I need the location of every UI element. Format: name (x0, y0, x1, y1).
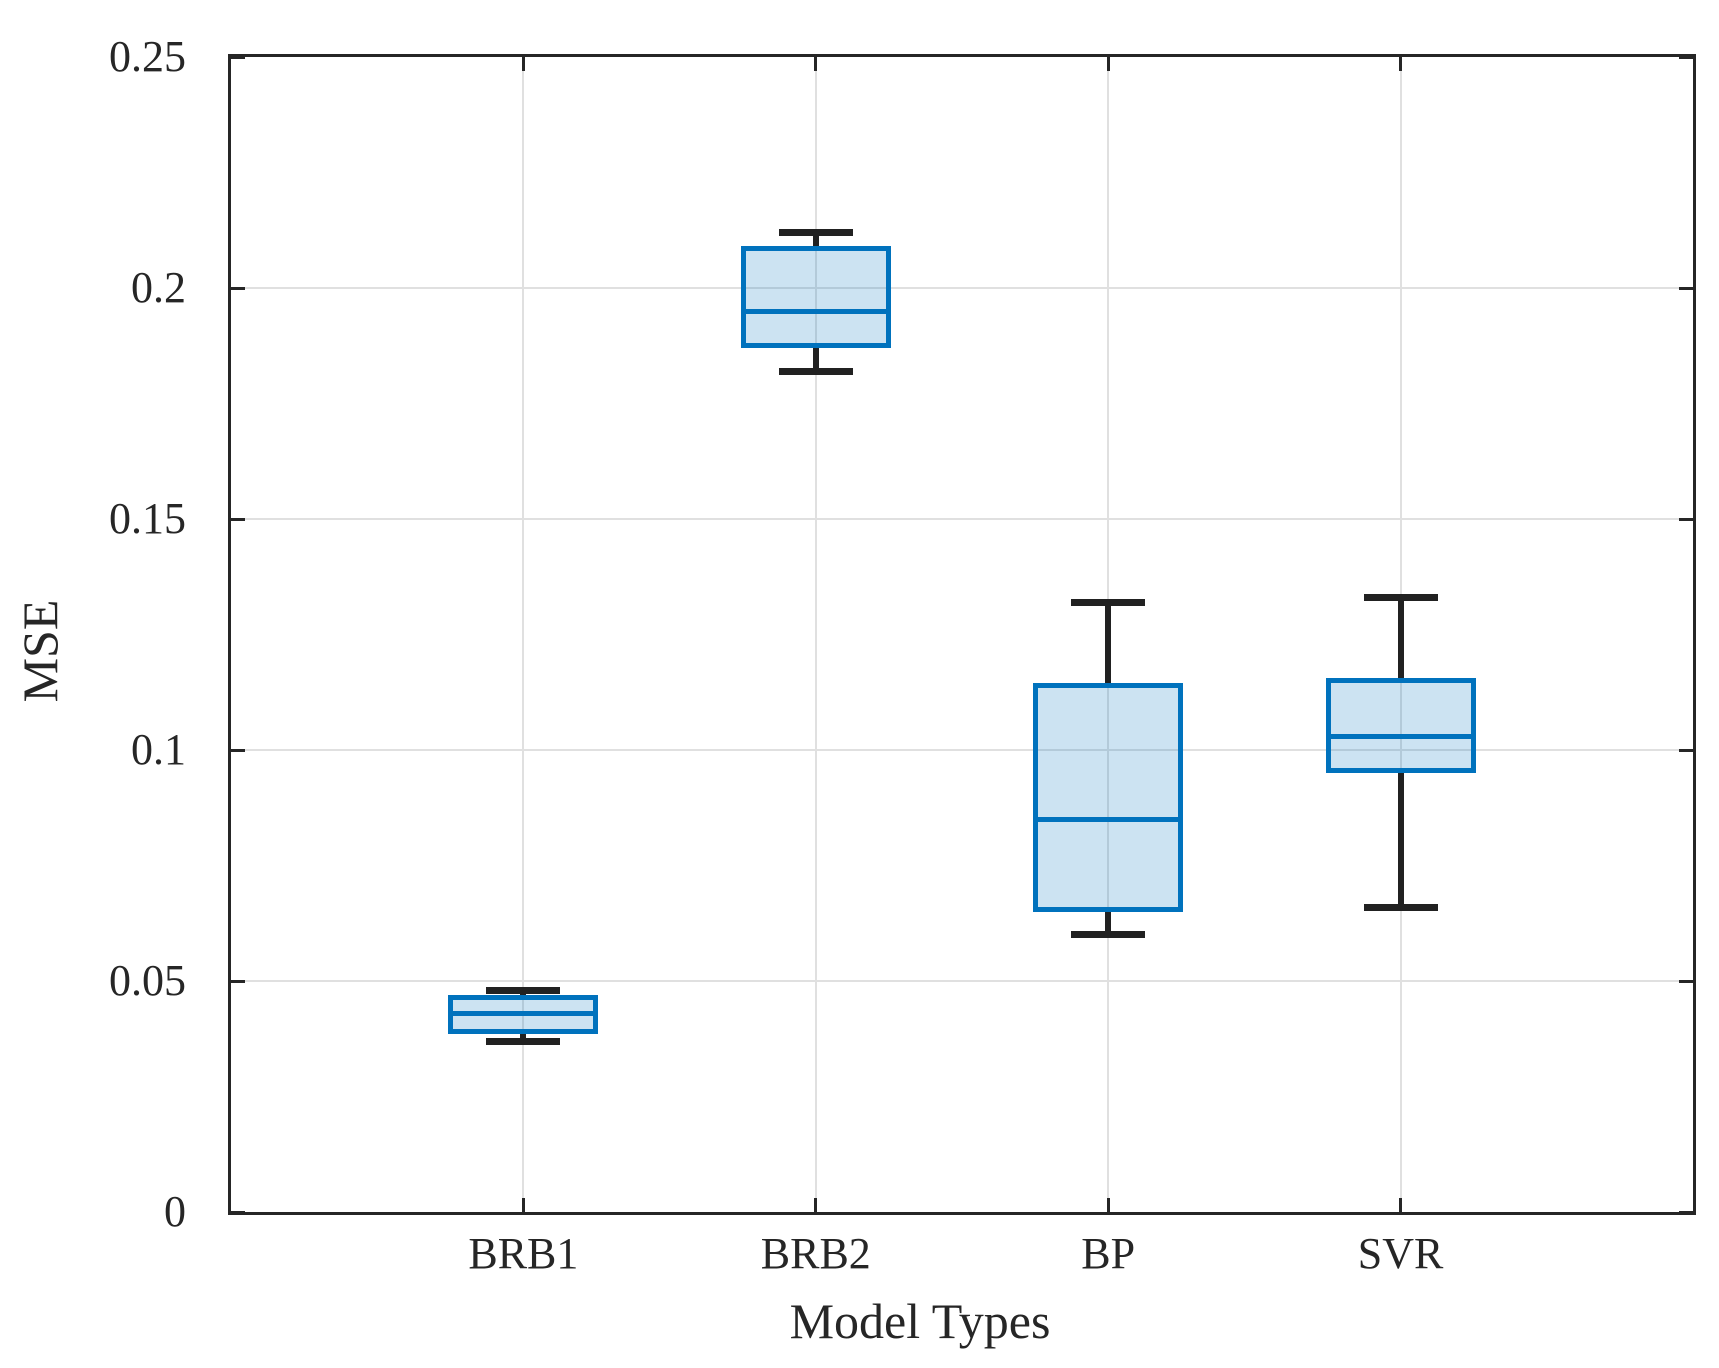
whisker-stem-lower-brb2 (812, 348, 819, 372)
y-gridline (231, 980, 1693, 982)
y-tick-label-0: 0 (164, 1187, 186, 1236)
x-tick-bottom (521, 1198, 525, 1212)
y-tick-label-0.1: 0.1 (131, 725, 186, 774)
x-tick-bottom (814, 1198, 818, 1212)
x-tick-label-svr: SVR (1357, 1229, 1444, 1278)
x-tick-top (814, 57, 818, 71)
x-gridline (522, 57, 525, 1212)
whisker-stem-upper-bp (1105, 602, 1112, 683)
iqr-box-bp (1033, 683, 1184, 912)
y-tick-right (1679, 979, 1693, 983)
y-tick-label-0.2: 0.2 (131, 263, 186, 312)
y-tick-left (231, 748, 245, 752)
y-tick-label-0.15: 0.15 (109, 494, 186, 543)
whisker-cap-bottom-bp (1071, 931, 1146, 939)
x-tick-label-brb2: BRB2 (760, 1229, 871, 1278)
y-tick-right (1679, 1210, 1693, 1214)
x-tick-top (1399, 57, 1403, 71)
y-tick-left (231, 55, 245, 59)
x-gridline (814, 57, 817, 1212)
x-tick-top (521, 57, 525, 71)
x-tick-bottom (1399, 1198, 1403, 1212)
plot-area (228, 54, 1696, 1215)
whisker-stem-lower-bp (1105, 911, 1112, 935)
median-line-brb2 (742, 308, 889, 314)
whisker-cap-top-brb2 (778, 229, 853, 237)
x-tick-label-bp: BP (1081, 1229, 1136, 1278)
y-tick-right (1679, 517, 1693, 521)
whisker-cap-top-brb1 (486, 986, 561, 994)
whisker-cap-bottom-brb2 (778, 367, 853, 375)
y-tick-left (231, 286, 245, 290)
y-tick-left (231, 979, 245, 983)
x-axis-label: Model Types (789, 1293, 1051, 1349)
whisker-cap-bottom-brb1 (486, 1037, 561, 1045)
y-tick-right (1679, 748, 1693, 752)
y-tick-right (1679, 55, 1693, 59)
y-gridline (231, 518, 1693, 520)
whisker-cap-top-svr (1363, 594, 1438, 602)
y-tick-left (231, 1210, 245, 1214)
iqr-box-svr (1325, 678, 1476, 774)
whisker-cap-top-bp (1071, 598, 1146, 606)
whisker-cap-bottom-svr (1363, 903, 1438, 911)
y-gridline (231, 749, 1693, 751)
y-tick-left (231, 517, 245, 521)
x-tick-bottom (1106, 1198, 1110, 1212)
x-tick-top (1106, 57, 1110, 71)
median-line-svr (1327, 733, 1474, 739)
x-tick-label-brb1: BRB1 (468, 1229, 579, 1278)
y-tick-label-0.25: 0.25 (109, 32, 186, 81)
whisker-stem-upper-svr (1397, 597, 1404, 679)
y-tick-right (1679, 286, 1693, 290)
y-gridline (231, 287, 1693, 289)
median-line-brb1 (450, 1010, 597, 1016)
median-line-bp (1035, 816, 1182, 822)
whisker-stem-lower-svr (1397, 773, 1404, 908)
whisker-stem-upper-brb2 (812, 232, 819, 247)
iqr-box-brb2 (740, 246, 891, 349)
y-tick-label-0.05: 0.05 (109, 956, 186, 1005)
